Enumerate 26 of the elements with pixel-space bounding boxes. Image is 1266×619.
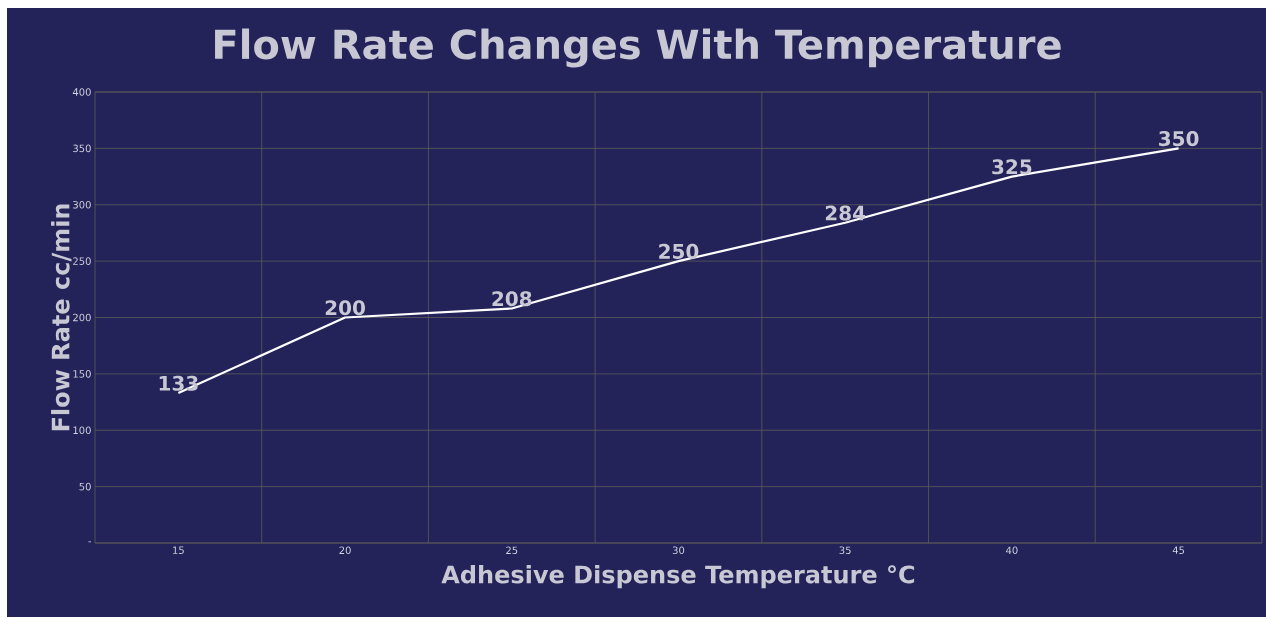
x-tick-label: 25	[506, 546, 518, 555]
y-tick-label: 400	[72, 88, 91, 96]
y-tick-label: 100	[73, 426, 91, 435]
chart-title: Flow Rate Changes With Temperature	[215, 28, 1061, 68]
data-label: 133	[159, 375, 198, 391]
x-tick-label: 35	[839, 546, 851, 555]
x-tick-label: 45	[1172, 546, 1185, 554]
y-axis-title: Flow Rate cc/min	[51, 204, 72, 431]
x-tick-label: 30	[672, 546, 685, 555]
y-tick-label: 150	[73, 370, 91, 378]
x-tick-label: 20	[339, 546, 351, 555]
y-tick-label: 200	[73, 313, 91, 322]
data-label: 325	[992, 159, 1032, 175]
y-tick-label: 50	[79, 482, 91, 491]
data-label: 250	[659, 243, 699, 259]
x-axis-title: Adhesive Dispense Temperature °C	[441, 564, 915, 589]
y-tick-label: 300	[73, 200, 91, 209]
x-tick-label: 40	[1006, 546, 1018, 555]
data-label: 208	[492, 291, 532, 307]
x-tick-label: 15	[173, 546, 184, 554]
y-tick-label: 350	[73, 144, 91, 153]
data-label: 350	[1159, 131, 1199, 147]
y-tick-label: -	[88, 541, 91, 543]
data-label: 200	[325, 300, 365, 316]
data-label: 284	[825, 205, 866, 221]
y-tick-label: 250	[73, 257, 91, 265]
